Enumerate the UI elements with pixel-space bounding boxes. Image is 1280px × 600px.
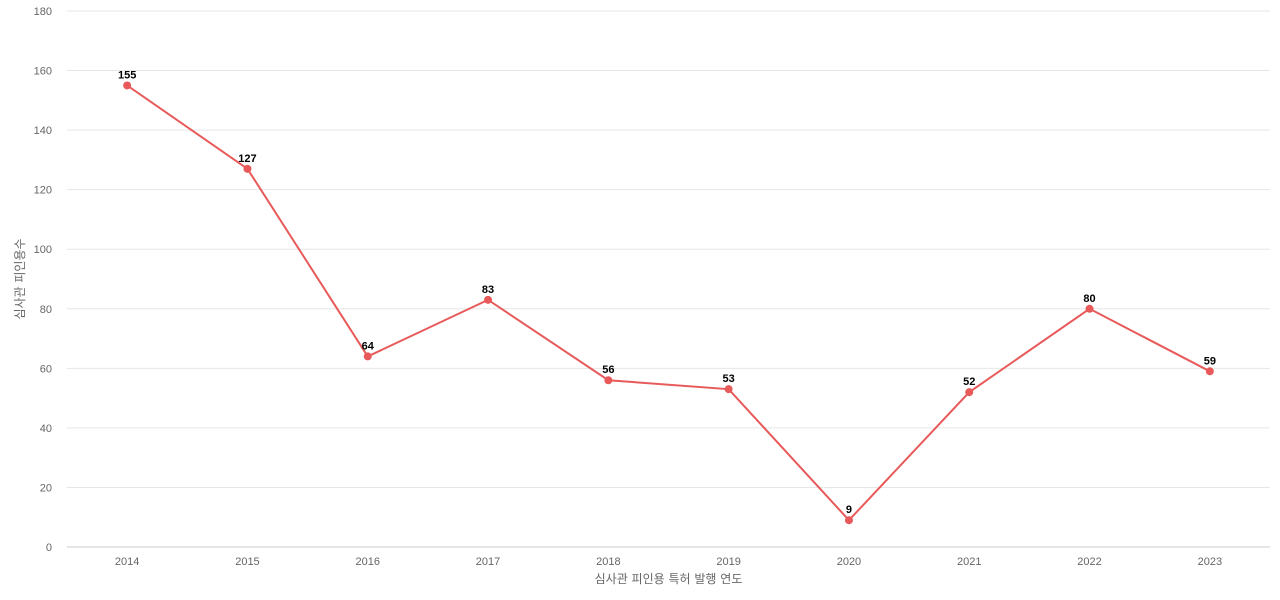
series-line	[126, 84, 1211, 522]
x-tick-label: 2021	[957, 556, 981, 568]
data-point-2023	[1205, 367, 1214, 376]
y-tick-label: 100	[34, 244, 52, 256]
data-label-2020: 9	[846, 504, 852, 516]
x-tick-label: 2015	[235, 556, 259, 568]
data-points	[123, 81, 1214, 525]
y-tick-label: 80	[40, 304, 52, 316]
grid-lines	[67, 10, 1270, 488]
data-label-2016: 64	[362, 340, 375, 352]
y-tick-label: 40	[40, 423, 52, 435]
x-tick-label: 2014	[115, 556, 139, 568]
y-tick-label: 160	[34, 66, 52, 78]
data-point-2021	[965, 388, 974, 397]
x-tick-label: 2020	[837, 556, 861, 568]
data-point-2022	[1085, 304, 1094, 313]
data-labels: 155 127 64 83 56 53 9 52 80 59	[118, 69, 1216, 516]
data-point-2016	[363, 352, 372, 361]
data-label-2015: 127	[238, 153, 256, 165]
data-point-2018	[604, 376, 613, 385]
y-axis-title: 심사관 피인용수	[13, 238, 27, 319]
data-point-2020	[844, 516, 853, 525]
data-point-2017	[484, 295, 493, 304]
x-tick-label: 2016	[356, 556, 380, 568]
y-tick-label: 120	[34, 185, 52, 197]
data-label-2014: 155	[118, 69, 136, 81]
x-axis-title: 심사관 피인용 특허 발행 연도	[595, 571, 743, 586]
data-point-2015	[243, 164, 252, 173]
data-label-2023: 59	[1204, 355, 1216, 367]
data-point-2014	[123, 81, 132, 90]
x-tick-label: 2022	[1077, 556, 1101, 568]
data-label-2018: 56	[602, 364, 614, 376]
x-tick-label: 2017	[476, 556, 500, 568]
x-tick-label: 2018	[596, 556, 620, 568]
data-label-2021: 52	[963, 376, 975, 388]
x-tick-label: 2023	[1198, 556, 1222, 568]
y-axis-ticks: 0 20 40 60 80 100 120 140 160 180	[34, 6, 52, 554]
x-tick-label: 2019	[716, 556, 740, 568]
y-tick-label: 180	[34, 6, 52, 18]
data-point-2019	[724, 385, 733, 394]
y-tick-label: 140	[34, 125, 52, 137]
data-label-2017: 83	[482, 284, 494, 296]
y-tick-label: 0	[46, 542, 52, 554]
data-label-2019: 53	[723, 373, 735, 385]
x-axis-ticks: 2014 2015 2016 2017 2018 2019 2020 2021 2022 2023	[115, 556, 1222, 568]
y-tick-label: 20	[40, 482, 52, 494]
y-tick-label: 60	[40, 363, 52, 375]
data-label-2022: 80	[1083, 293, 1095, 305]
